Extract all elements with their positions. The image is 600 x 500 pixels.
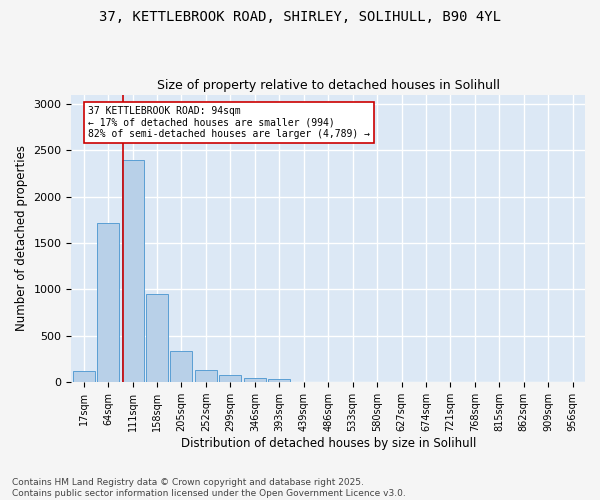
Bar <box>195 370 217 382</box>
Title: Size of property relative to detached houses in Solihull: Size of property relative to detached ho… <box>157 79 500 92</box>
Bar <box>122 160 143 382</box>
Bar <box>268 380 290 382</box>
Bar <box>97 222 119 382</box>
X-axis label: Distribution of detached houses by size in Solihull: Distribution of detached houses by size … <box>181 437 476 450</box>
Y-axis label: Number of detached properties: Number of detached properties <box>15 146 28 332</box>
Bar <box>146 294 168 382</box>
Bar <box>244 378 266 382</box>
Bar <box>220 376 241 382</box>
Bar <box>73 371 95 382</box>
Bar <box>170 350 193 382</box>
Text: 37 KETTLEBROOK ROAD: 94sqm
← 17% of detached houses are smaller (994)
82% of sem: 37 KETTLEBROOK ROAD: 94sqm ← 17% of deta… <box>88 106 370 139</box>
Text: 37, KETTLEBROOK ROAD, SHIRLEY, SOLIHULL, B90 4YL: 37, KETTLEBROOK ROAD, SHIRLEY, SOLIHULL,… <box>99 10 501 24</box>
Text: Contains HM Land Registry data © Crown copyright and database right 2025.
Contai: Contains HM Land Registry data © Crown c… <box>12 478 406 498</box>
